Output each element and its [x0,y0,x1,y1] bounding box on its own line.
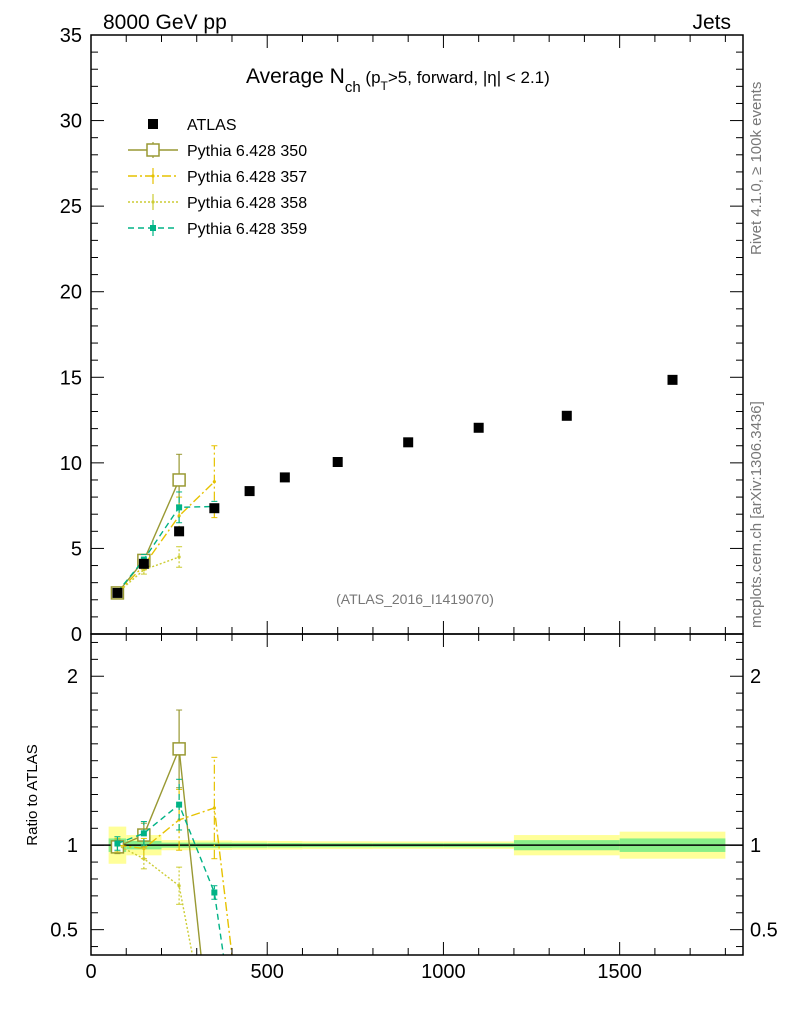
legend-entry-1: Pythia 6.428 350 [128,142,307,160]
legend-entry-3: Pythia 6.428 358 [128,194,307,212]
ytick-main-label-25: 25 [60,196,82,218]
legend-entry-2: Pythia 6.428 357 [128,168,307,186]
main-point-4-0 [112,587,123,598]
ytick-ratio-label-right-1: 1 [750,835,761,857]
main-point-4-2 [174,526,185,537]
legend-marker-3 [151,200,155,204]
mcplots-label: mcplots.cern.ch [arXiv:1306.3436] [748,401,765,628]
xtick-label-1500: 1500 [597,961,642,983]
xtick-label-500: 500 [251,961,284,983]
main-series-line-1 [116,481,215,594]
main-series-0 [110,453,186,600]
main-point-1-3 [212,480,216,484]
ratio-point-0-2 [172,742,186,756]
ytick-ratio-label-left-0.5: 0.5 [50,920,78,942]
ytick-ratio-label-left-1: 1 [67,835,78,857]
ratio-series-2 [114,837,194,955]
header-right: Jets [692,11,731,34]
ratio-frame [90,633,744,956]
xtick-label-0: 0 [85,961,96,983]
chart-title: Average Nch (pT>5, forward, |η| < 2.1) [246,65,550,96]
analysis-watermark: (ATLAS_2016_I1419070) [336,591,494,607]
main-point-2-2 [177,555,181,559]
header-left: 8000 GeV pp [103,11,227,34]
legend-label-4: Pythia 6.428 359 [187,221,307,238]
title-main: Average N [246,65,345,88]
legend-label-2: Pythia 6.428 357 [187,169,307,186]
main-point-4-5 [279,472,290,483]
ratio-series-layer [110,709,233,955]
ytick-main-label-20: 20 [60,282,82,304]
ratio-point-3-0 [114,840,121,847]
ratio-series-line-0 [117,748,202,955]
ytick-main-label-5: 5 [71,538,82,560]
main-point-0-2 [172,473,186,487]
main-series-1 [114,445,218,596]
ytick-main-label-35: 35 [60,25,82,47]
title-sub-ch: ch [345,79,361,96]
ratio-point-2-1 [142,857,146,861]
xtick-label-1000: 1000 [421,961,466,983]
ratio-point-1-3 [212,806,216,810]
title-rest: >5, forward, |η| < 2.1) [388,68,550,87]
ytick-ratio-label-right-0.5: 0.5 [750,920,778,942]
ytick-main-label-10: 10 [60,453,82,475]
main-point-4-4 [244,486,255,497]
legend-label-0: ATLAS [187,117,237,134]
main-series-4 [112,374,678,598]
ratio-point-2-2 [177,884,181,888]
main-point-2-1 [142,568,146,572]
main-point-4-8 [473,422,484,433]
ytick-main-label-15: 15 [60,367,82,389]
ytick-ratio-label-left-2: 2 [67,666,78,688]
main-point-4-10 [667,374,678,385]
legend-marker-2 [151,174,155,178]
axes-layer: 0 500 1000 1500 0 5 10 15 20 25 30 35 0.5 0.5 1 1 2 2 [50,25,778,983]
main-point-4-3 [209,503,220,514]
ratio-point-3-1 [140,830,147,837]
legend-marker-4 [150,225,156,231]
legend-marker-1 [146,143,160,157]
ratio-point-3-2 [176,801,183,808]
ratio-ylabel: Ratio to ATLAS [24,744,41,845]
ratio-series-3 [114,778,225,955]
ytick-ratio-label-right-2: 2 [750,666,761,688]
legend: ATLAS Pythia 6.428 350 Pythia 6.428 357 Pyt… [128,117,307,238]
main-point-4-7 [403,437,414,448]
main-series-layer [110,374,678,600]
main-point-4-9 [561,410,572,421]
main-point-4-1 [138,558,149,569]
legend-label-1: Pythia 6.428 350 [187,143,307,160]
ratio-point-3-3 [211,889,218,896]
main-point-4-6 [332,457,343,468]
ratio-series-1 [114,756,233,955]
title-open: (p [361,68,381,87]
ytick-main-label-0: 0 [71,624,82,646]
main-series-line-3 [116,505,215,593]
legend-entry-0: ATLAS [148,117,237,134]
ytick-main-label-30: 30 [60,111,82,133]
ratio-series-line-2 [117,844,194,955]
title-sub-t: T [381,79,389,93]
main-series-line-2 [116,556,180,594]
main-point-1-2 [177,514,181,518]
rivet-label: Rivet 4.1.0, ≥ 100k events [748,82,765,255]
legend-entry-4: Pythia 6.428 359 [128,220,307,238]
legend-label-3: Pythia 6.428 358 [187,195,307,212]
legend-marker-0 [148,119,158,129]
main-series-line-0 [116,479,180,594]
main-point-3-2 [176,504,183,511]
